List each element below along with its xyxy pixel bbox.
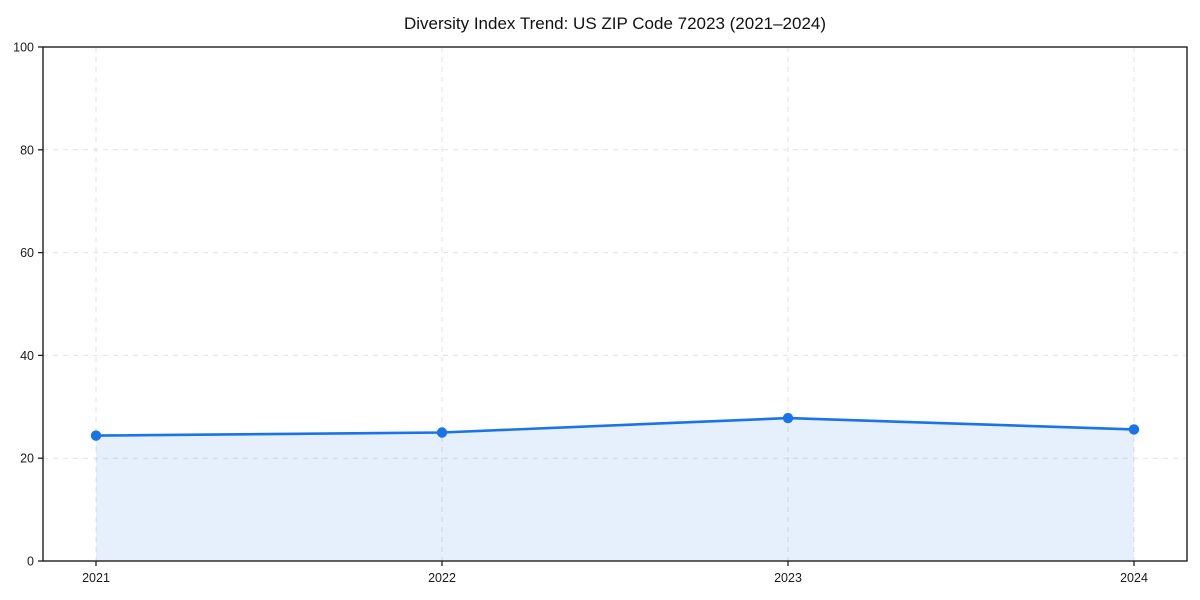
data-point-marker	[782, 412, 794, 424]
x-axis-tick-label: 2021	[82, 571, 110, 585]
y-axis-tick-label: 0	[27, 555, 34, 569]
y-axis-tick-label: 60	[20, 246, 34, 260]
area-fill	[96, 418, 1134, 561]
chart-title: Diversity Index Trend: US ZIP Code 72023…	[404, 14, 826, 33]
data-point-marker	[436, 427, 448, 438]
y-axis-tick-label: 100	[13, 41, 34, 55]
y-axis-tick-label: 40	[20, 349, 34, 363]
x-axis-tick-label: 2024	[1120, 571, 1148, 585]
x-axis-tick-label: 2022	[428, 571, 456, 585]
plot-border	[42, 46, 1188, 562]
y-axis-tick-label: 20	[20, 452, 34, 466]
data-point-marker	[1128, 424, 1140, 435]
trend-line	[94, 416, 1136, 437]
series-layer	[90, 412, 1140, 561]
y-axis-tick-label: 80	[20, 143, 34, 157]
x-axis-tick-label: 2023	[774, 571, 802, 585]
axis-layer: 0 20 40 60 80 100 2021 2022 2023 2024	[13, 41, 1188, 585]
data-point-marker	[90, 430, 102, 441]
grid-layer	[43, 47, 1187, 561]
